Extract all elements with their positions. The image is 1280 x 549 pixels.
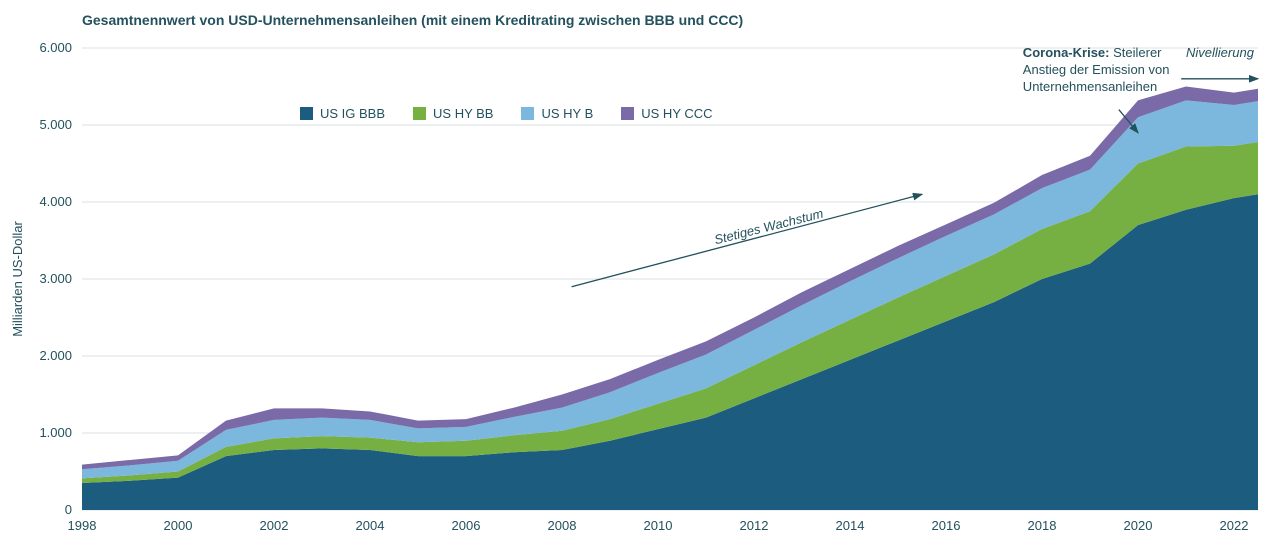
y-tick-label: 2.000 [39, 348, 72, 363]
y-axis-label: Milliarden US-Dollar [10, 221, 25, 337]
y-tick-label: 1.000 [39, 425, 72, 440]
y-tick-label: 3.000 [39, 271, 72, 286]
x-tick-label: 1998 [68, 518, 97, 533]
annotation-corona: Corona-Krise: Steilerer Anstieg der Emiss… [1023, 45, 1170, 94]
annotation-nivellierung: Nivellierung [1186, 45, 1255, 60]
x-tick-label: 2018 [1028, 518, 1057, 533]
x-tick-label: 2016 [932, 518, 961, 533]
x-tick-label: 2020 [1124, 518, 1153, 533]
annotation-text: Unternehmensanleihen [1023, 79, 1157, 94]
y-tick-label: 4.000 [39, 194, 72, 209]
x-tick-label: 2014 [836, 518, 865, 533]
x-tick-label: 2004 [356, 518, 385, 533]
annotation-text: Anstieg der Emission von [1023, 62, 1170, 77]
x-tick-label: 2022 [1220, 518, 1249, 533]
x-tick-label: 2010 [644, 518, 673, 533]
annotation-text: Nivellierung [1186, 45, 1255, 60]
annotation-text: Corona-Krise: Steilerer [1023, 45, 1162, 60]
x-tick-label: 2008 [548, 518, 577, 533]
y-tick-label: 5.000 [39, 117, 72, 132]
y-tick-label: 0 [65, 502, 72, 517]
x-tick-label: 2000 [164, 518, 193, 533]
x-tick-label: 2006 [452, 518, 481, 533]
x-tick-label: 2002 [260, 518, 289, 533]
stacked-area-chart: 0 1.000 2.000 3.000 4.000 5.000 6.000 1998 2000 2… [0, 0, 1280, 549]
y-tick-label: 6.000 [39, 40, 72, 55]
x-tick-label: 2012 [740, 518, 769, 533]
annotation-text: Stetiges Wachstum [713, 206, 825, 248]
annotation-stetiges: Stetiges Wachstum [713, 206, 825, 248]
